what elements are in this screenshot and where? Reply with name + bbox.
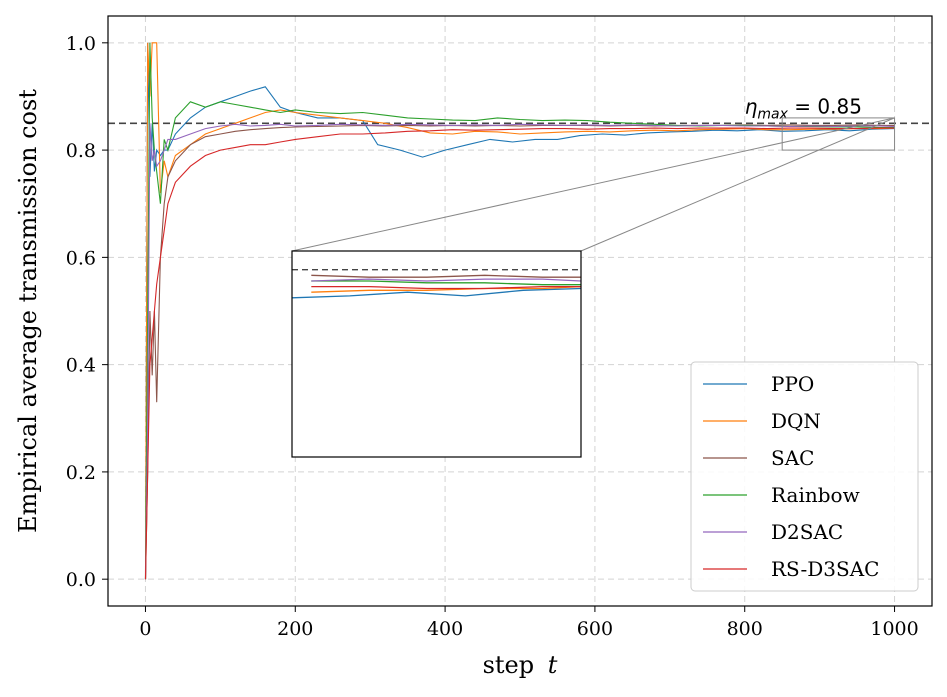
- series-line-rs-d3sac: [144, 127, 895, 580]
- legend-label: Rainbow: [771, 483, 860, 507]
- inset-line-rainbow: [311, 280, 581, 286]
- x-tick-label: 600: [577, 618, 613, 640]
- legend: PPO DQN SAC Rainbow D2SAC RS-D3SAC: [690, 361, 919, 592]
- y-tick-label: 0.4: [66, 355, 96, 377]
- legend-label: DQN: [771, 409, 821, 433]
- threshold-sub: max: [757, 106, 788, 122]
- y-tick-label: 0.8: [66, 140, 96, 162]
- legend-label: SAC: [771, 446, 814, 470]
- x-tick-label: 400: [427, 618, 463, 640]
- zoom-connector: [291, 117, 895, 252]
- zoom-box: [291, 117, 896, 252]
- x-tick-label: 200: [277, 618, 313, 640]
- y-tick-label: 0.6: [66, 247, 96, 269]
- x-axis-label-text: step: [483, 651, 535, 679]
- y-tick-label: 0.2: [66, 462, 96, 484]
- legend-label: RS-D3SAC: [771, 557, 879, 581]
- x-axis-label: step t: [483, 651, 558, 679]
- inset-line-ppo: [291, 287, 582, 299]
- inset-background: [292, 251, 581, 457]
- zoom-region: [781, 117, 896, 151]
- threshold-symbol: η: [745, 94, 758, 118]
- inset-line-d2sac: [311, 278, 582, 282]
- series-line-ppo: [144, 42, 895, 580]
- threshold-value: = 0.85: [788, 94, 862, 118]
- zoom-connector: [580, 117, 895, 252]
- inset-line-sac: [311, 274, 581, 278]
- x-ticks: 0 200 400 600 800 1000: [139, 606, 919, 640]
- x-tick-label: 800: [727, 618, 763, 640]
- y-tick-label: 0.0: [66, 569, 96, 591]
- x-axis-label-var: t: [548, 651, 558, 679]
- y-ticks: 0.0 0.2 0.4 0.6 0.8 1.0: [66, 33, 108, 591]
- x-tick-label: 1000: [870, 618, 918, 640]
- series-line-d2sac: [144, 123, 895, 580]
- y-tick-label: 1.0: [66, 33, 96, 55]
- inset: [291, 250, 582, 458]
- y-axis-label: Empirical average transmission cost: [14, 89, 42, 533]
- x-tick-label: 0: [139, 618, 151, 640]
- series-lines: [144, 42, 895, 580]
- inset-frame: [291, 250, 582, 458]
- series-line-dqn: [144, 42, 895, 580]
- inset-line-dqn: [311, 285, 582, 293]
- threshold-label: ηmax = 0.85: [745, 94, 862, 122]
- plot-frame: [107, 15, 933, 607]
- legend-label: PPO: [771, 372, 814, 396]
- legend-label: D2SAC: [771, 520, 843, 544]
- legend-box: [690, 361, 919, 592]
- inset-line-rs-d3sac: [311, 285, 581, 290]
